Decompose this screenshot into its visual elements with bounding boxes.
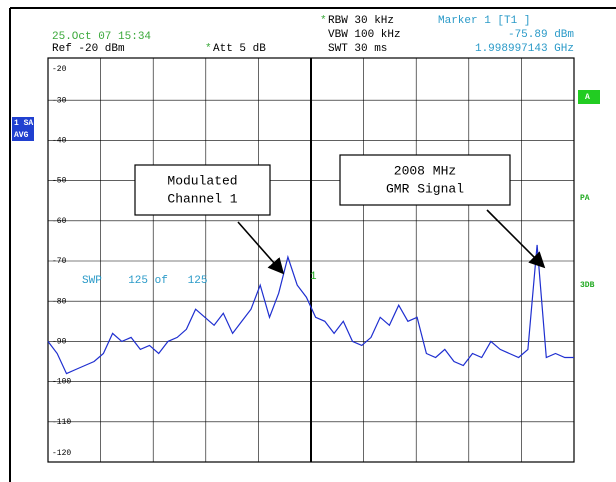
y-tick-label: -120 xyxy=(52,449,71,458)
sweep-count: SWP 125 of 125 xyxy=(82,275,207,287)
annotation-arrow xyxy=(486,209,546,269)
annotation-box xyxy=(339,154,511,206)
y-tick-label: -110 xyxy=(52,418,71,427)
trace-detector: AVG xyxy=(14,131,29,140)
trace-mode: 1 SA xyxy=(14,119,33,128)
annotation-text: Modulated xyxy=(167,173,237,188)
3db-label: 3DB xyxy=(580,281,595,290)
marker-freq: 1.998997143 GHz xyxy=(475,43,574,55)
annotation-box xyxy=(134,164,271,216)
y-tick-label: -100 xyxy=(52,378,71,387)
y-tick-label: -90 xyxy=(52,338,67,347)
annotation-text: Channel 1 xyxy=(167,191,237,206)
left-badge xyxy=(12,117,34,141)
marker-label: 1 xyxy=(310,271,317,283)
annotation-arrow xyxy=(237,221,285,275)
annotation-text: 2008 MHz xyxy=(394,163,456,178)
y-tick-label: -70 xyxy=(52,257,67,266)
y-tick-label: -30 xyxy=(52,96,67,105)
right-badge-label: A xyxy=(585,93,590,102)
date: 25.Oct 07 15:34 xyxy=(52,31,151,43)
att-flag: * xyxy=(205,43,212,55)
marker-title: Marker 1 [T1 ] xyxy=(438,15,530,27)
y-tick-label: -20 xyxy=(52,65,67,74)
ref-level: Ref -20 dBm xyxy=(52,43,125,55)
swt: SWT 30 ms xyxy=(328,43,387,55)
trace xyxy=(47,244,574,375)
pa-label: PA xyxy=(580,194,590,203)
right-badge xyxy=(578,90,600,104)
y-tick-label: -60 xyxy=(52,217,67,226)
vbw: VBW 100 kHz xyxy=(328,29,401,41)
attenuation: Att 5 dB xyxy=(213,43,266,55)
y-tick-label: -50 xyxy=(52,177,67,186)
y-tick-label: -80 xyxy=(52,297,67,306)
marker-level: -75.89 dBm xyxy=(508,29,574,41)
annotation-text: GMR Signal xyxy=(386,181,464,196)
y-tick-label: -40 xyxy=(52,137,67,146)
rbw-flag: * xyxy=(320,15,327,27)
rbw: RBW 30 kHz xyxy=(328,15,394,27)
